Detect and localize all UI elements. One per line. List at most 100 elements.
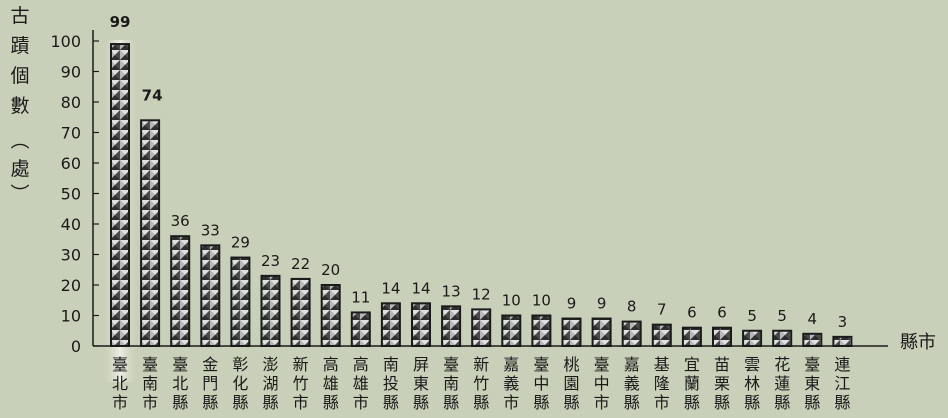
x-tick-label: 臺東縣	[804, 355, 820, 412]
y-tick-label: 50	[61, 185, 81, 204]
y-tick-label: 30	[61, 246, 81, 265]
y-axis-label-char: ）	[8, 183, 30, 202]
bar	[170, 235, 191, 347]
y-axis-label-char: 數	[10, 95, 29, 117]
data-label: 36	[171, 212, 190, 230]
data-label: 8	[627, 298, 637, 316]
bar	[290, 277, 311, 347]
data-label: 33	[201, 221, 220, 239]
y-axis-label-char: 個	[10, 65, 29, 87]
x-tick-label: 嘉義市	[503, 355, 519, 412]
y-tick-label: 90	[61, 63, 81, 82]
bar	[712, 326, 732, 348]
x-tick-label: 宜蘭縣	[684, 355, 700, 412]
x-tick-label: 高雄縣	[323, 355, 339, 412]
bar	[772, 329, 793, 347]
bar	[320, 284, 341, 347]
bars	[104, 40, 853, 383]
data-label: 11	[351, 288, 370, 306]
bar	[200, 244, 221, 348]
y-tick-label: 80	[61, 93, 81, 112]
x-tick-label: 基隆市	[654, 355, 670, 412]
bar	[651, 323, 672, 347]
x-tick-label: 金門縣	[202, 355, 218, 412]
x-tick-label: 新竹市	[293, 355, 309, 412]
data-label: 22	[291, 255, 310, 273]
bar	[140, 119, 161, 347]
data-label: 14	[381, 279, 400, 297]
data-label: 12	[472, 285, 491, 303]
x-tick-label: 南投縣	[383, 355, 399, 412]
data-label: 6	[717, 304, 727, 322]
data-label: 20	[321, 261, 340, 279]
y-axis-label-char: （	[8, 130, 30, 149]
data-label: 10	[532, 292, 551, 310]
data-label: 74	[142, 86, 163, 104]
bar	[742, 329, 763, 347]
x-tick-label: 嘉義縣	[624, 355, 640, 412]
y-axis-label-char: 蹟	[10, 35, 29, 57]
bar	[681, 326, 702, 348]
x-tick-label: 新竹縣	[473, 355, 489, 412]
bar	[832, 335, 853, 348]
x-tick-label: 臺南市	[142, 355, 158, 412]
bar	[471, 308, 492, 347]
y-axis-label-char: 古	[10, 5, 29, 27]
x-tick-label: 高雄市	[353, 355, 369, 412]
x-tick-label: 臺中縣	[533, 355, 549, 412]
data-label: 14	[411, 279, 430, 297]
bar	[260, 274, 281, 348]
bar	[441, 305, 462, 348]
y-axis-ticks: 0 10 20 30 40 50 60 70 80 90 100	[50, 32, 99, 356]
data-label: 9	[597, 295, 607, 313]
x-tick-label: 彰化縣	[232, 355, 248, 412]
bar	[591, 317, 612, 347]
y-tick-label: 100	[50, 32, 81, 51]
x-tick-label: 臺中市	[594, 355, 610, 412]
bar	[380, 302, 401, 347]
x-tick-label: 雲林縣	[744, 355, 760, 412]
bar	[411, 302, 431, 347]
x-tick-label: 桃園縣	[563, 355, 579, 412]
y-tick-label: 10	[61, 307, 81, 326]
data-label: 29	[231, 234, 250, 252]
bar	[561, 317, 582, 347]
x-tick-label: 花蓮縣	[774, 355, 790, 412]
bar	[110, 43, 130, 348]
x-tick-label: 連江縣	[834, 355, 850, 412]
x-tick-label: 屏東縣	[413, 355, 429, 412]
x-tick-label: 苗栗縣	[714, 355, 730, 412]
bar	[531, 314, 552, 347]
y-tick-label: 40	[61, 215, 81, 234]
data-label: 99	[110, 13, 131, 31]
x-axis-tick-labels: 臺北市臺南市臺北縣金門縣彰化縣澎湖縣新竹市高雄縣高雄市南投縣屏東縣臺南縣新竹縣嘉…	[112, 355, 850, 412]
y-tick-label: 60	[61, 154, 81, 173]
y-tick-label: 20	[61, 276, 81, 295]
data-label: 5	[747, 307, 757, 325]
x-tick-label: 臺北縣	[172, 355, 188, 412]
x-tick-label: 澎湖縣	[262, 355, 278, 412]
data-label: 13	[442, 282, 461, 300]
data-label: 3	[838, 313, 848, 331]
x-tick-label: 臺南縣	[443, 355, 459, 412]
bar	[230, 256, 251, 347]
x-axis-label: 縣市	[900, 332, 936, 353]
data-label: 7	[657, 301, 667, 319]
x-tick-label: 臺北市	[112, 355, 128, 412]
data-label: 6	[687, 304, 697, 322]
data-label: 23	[261, 252, 280, 270]
data-label: 10	[502, 292, 521, 310]
bar	[501, 314, 522, 347]
data-label: 5	[777, 307, 787, 325]
y-tick-label: 0	[71, 337, 81, 356]
data-label: 4	[808, 310, 818, 328]
data-label: 9	[567, 295, 577, 313]
y-tick-label: 70	[61, 124, 81, 143]
bar	[621, 320, 642, 348]
bar	[350, 311, 371, 348]
y-axis-label-char: 處	[10, 158, 29, 180]
bar	[802, 332, 823, 347]
